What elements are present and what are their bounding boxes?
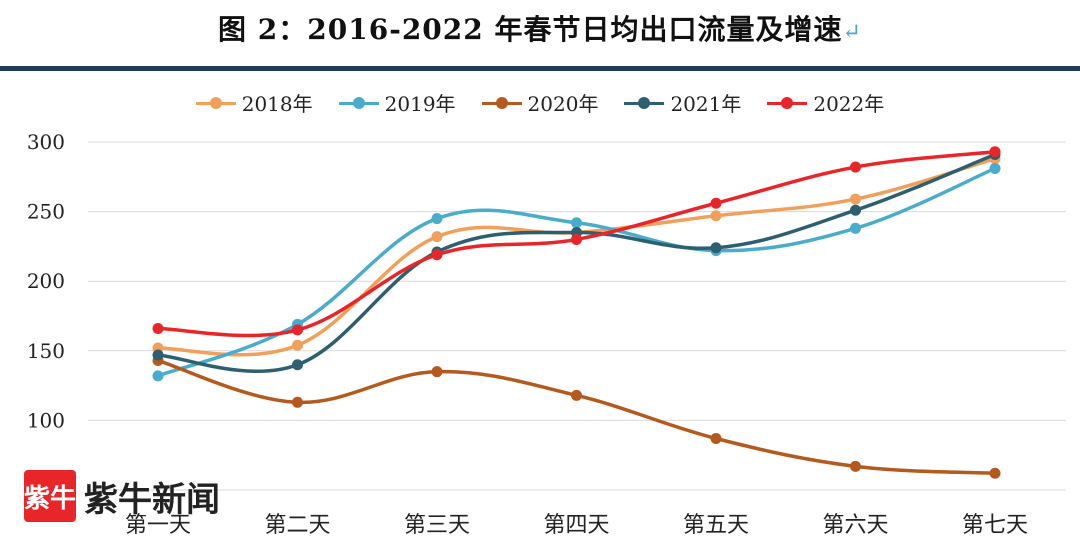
y-tick-label: 200 [27, 269, 65, 293]
legend-item: 2021年 [624, 88, 741, 117]
watermark-logo: 紫牛 [24, 470, 76, 522]
y-tick-label: 300 [27, 130, 65, 154]
legend-swatch [767, 93, 808, 113]
data-point [431, 366, 443, 378]
legend-swatch [624, 93, 665, 113]
data-point [152, 323, 164, 335]
legend-item: 2020年 [481, 88, 599, 117]
data-point [850, 460, 861, 472]
series-line-2020年 [157, 358, 996, 476]
data-point [989, 467, 1001, 479]
legend-label: 2019年 [384, 92, 456, 116]
data-point [710, 242, 722, 254]
data-point [292, 359, 303, 371]
legend-item: 2019年 [338, 88, 456, 117]
data-point [710, 197, 722, 209]
series-line-2021年 [157, 152, 996, 373]
x-tick-label: 第六天 [822, 513, 888, 538]
data-point [431, 231, 443, 243]
watermark-text: 紫牛新闻 [84, 479, 220, 520]
x-tick-label: 第三天 [404, 513, 470, 538]
data-point [571, 389, 582, 401]
x-tick-label: 第二天 [264, 513, 330, 538]
data-point [989, 146, 1001, 158]
data-point [431, 249, 443, 261]
y-tick-label: 150 [27, 339, 65, 363]
legend-label: 2021年 [670, 92, 742, 116]
data-point [989, 162, 1001, 174]
y-tick-label: 250 [27, 200, 65, 224]
data-point [292, 324, 303, 336]
series-line-2019年 [157, 166, 996, 378]
x-tick-label: 第一天 [125, 513, 191, 538]
data-point [571, 233, 582, 245]
data-point [292, 339, 303, 351]
legend-swatch [338, 93, 379, 113]
chart-title-text: 图 2：2016-2022 年春节日均出口流量及增速 [218, 13, 843, 46]
x-tick-label: 第四天 [543, 513, 609, 538]
legend-label: 2018年 [241, 92, 313, 116]
data-point [571, 217, 582, 229]
data-point [431, 213, 443, 225]
legend-label: 2022年 [813, 92, 885, 116]
data-point [850, 204, 861, 216]
title-divider [0, 66, 1080, 71]
watermark: 紫牛 紫牛新闻 [24, 470, 220, 522]
legend-item: 2022年 [767, 88, 884, 117]
x-tick-label: 第五天 [683, 513, 749, 538]
data-point [152, 370, 164, 382]
legend-item: 2018年 [195, 88, 313, 117]
legend-swatch [481, 93, 522, 113]
data-point [710, 210, 722, 222]
return-mark-icon: ↵ [842, 20, 862, 45]
x-tick-label: 第七天 [962, 513, 1028, 538]
chart-title: 图 2：2016-2022 年春节日均出口流量及增速↵ [0, 8, 1080, 48]
data-point [710, 432, 722, 444]
chart-legend: 2018年 2019年 2020年 2021年 2022年 [0, 88, 1080, 117]
data-point [850, 161, 861, 173]
data-point [850, 193, 861, 205]
data-point [292, 396, 303, 408]
legend-label: 2020年 [527, 92, 599, 116]
legend-swatch [195, 93, 236, 113]
data-point [850, 222, 861, 234]
y-tick-label: 100 [27, 408, 65, 432]
data-point [152, 349, 164, 361]
series-line-2018年 [157, 157, 996, 357]
